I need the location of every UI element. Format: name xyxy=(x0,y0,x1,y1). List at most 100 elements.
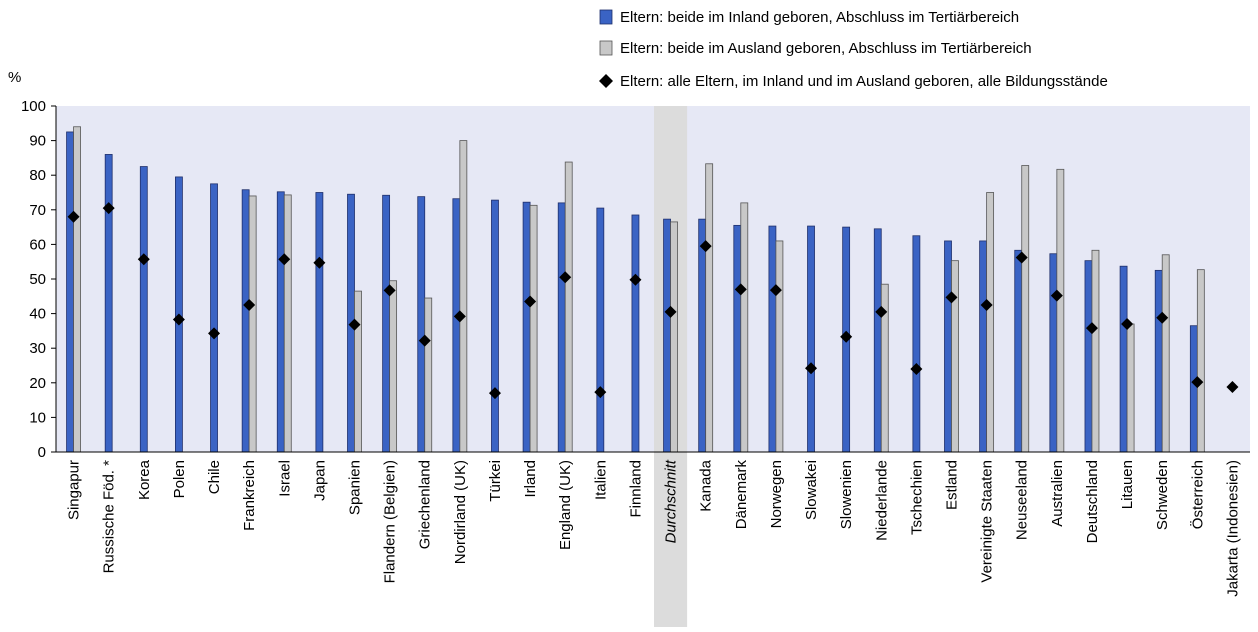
x-tick-label-kanada: Kanada xyxy=(698,459,715,511)
bar-ausland-griechenland xyxy=(424,297,433,453)
marker-norwegen xyxy=(769,284,782,297)
bar-inland-israel xyxy=(276,191,285,453)
bar-ausland-österreich xyxy=(1196,269,1205,453)
bar-inland-türkei xyxy=(491,199,499,453)
marker-vereinigte-staaten xyxy=(980,298,993,311)
bar-ausland-frankreich xyxy=(248,195,257,453)
bar-inland-schweden xyxy=(1154,269,1163,453)
y-tick-label: 40 xyxy=(29,306,46,323)
marker-neuseeland xyxy=(1015,251,1028,264)
marker-deutschland xyxy=(1085,322,1098,335)
legend-item-ausland: Eltern: beide im Ausland geboren, Abschl… xyxy=(599,40,1032,57)
x-tick-label-österreich: Österreich xyxy=(1188,460,1206,529)
bar-inland-nordirland-uk xyxy=(452,198,461,453)
marker-polen xyxy=(172,313,185,326)
bar-inland-neuseeland xyxy=(1014,249,1023,453)
bar-inland-norwegen xyxy=(768,225,777,453)
bar-ausland-schweden xyxy=(1161,254,1170,453)
bar-inland-chile xyxy=(210,183,218,453)
bar-inland-österreich xyxy=(1189,325,1198,453)
x-tick-label-italien: Italien xyxy=(592,460,609,500)
bar-inland-tschechien xyxy=(912,235,921,453)
bar-inland-frankreich xyxy=(241,189,250,453)
marker-russische-föd xyxy=(102,202,115,215)
marker-litauen xyxy=(1121,317,1134,330)
x-tick-label-niederlande: Niederlande xyxy=(873,460,890,541)
x-tick-label-nordirland-uk: Nordirland (UK) xyxy=(452,460,469,564)
y-axis: % 0 10 20 30 40 50 60 70 80 90 100 xyxy=(8,69,57,461)
x-tick-label-chile: Chile xyxy=(206,460,223,494)
x-tick-label-griechenland: Griechenland xyxy=(417,460,434,549)
bar-ausland-flandern-belgien xyxy=(389,280,398,453)
marker-niederlande xyxy=(875,305,888,318)
x-tick-label-türkei: Türkei xyxy=(487,460,504,502)
marker-slowenien xyxy=(840,330,853,343)
bar-ausland-estland xyxy=(951,260,959,453)
bar-ausland-neuseeland xyxy=(1021,165,1030,453)
x-tick-label-australien: Australien xyxy=(1049,460,1066,527)
y-tick-label: 0 xyxy=(38,444,46,461)
x-tick-label-tschechien: Tschechien xyxy=(908,460,925,535)
y-tick-label: 80 xyxy=(29,167,46,184)
marker-durchschnitt xyxy=(664,305,677,318)
legend-item-ausland-swatch xyxy=(599,40,613,56)
marker-israel xyxy=(278,253,291,266)
bar-inland-italien xyxy=(596,207,605,453)
marker-kanada xyxy=(699,240,712,253)
legend-item-alle-swatch xyxy=(599,74,613,88)
bar-inland-finnland xyxy=(631,214,640,453)
marker-dänemark xyxy=(734,283,747,296)
bar-inland-vereinigte-staaten xyxy=(979,240,988,453)
x-tick-label-finnland: Finnland xyxy=(627,460,644,518)
legend-item-alle-label: Eltern: alle Eltern, im Inland und im Au… xyxy=(620,73,1108,90)
bar-ausland-litauen xyxy=(1126,323,1135,453)
legend-item-ausland-label: Eltern: beide im Ausland geboren, Abschl… xyxy=(620,40,1032,57)
bar-inland-griechenland xyxy=(417,196,426,453)
bar-inland-deutschland xyxy=(1084,260,1093,453)
bar-inland-japan xyxy=(315,192,324,453)
marker-korea xyxy=(137,253,150,266)
bar-inland-england-uk xyxy=(557,202,566,453)
legend-item-inland: Eltern: beide im Inland geboren, Abschlu… xyxy=(599,9,1019,26)
y-tick-label: 20 xyxy=(29,375,46,392)
x-tick-label-polen: Polen xyxy=(171,460,188,498)
bar-inland-singapur xyxy=(66,131,74,453)
y-tick-label: 90 xyxy=(29,133,46,150)
marker-spanien xyxy=(348,318,361,331)
y-tick-label: 50 xyxy=(29,271,46,288)
bar-inland-australien xyxy=(1049,253,1058,453)
x-tick-label-slowakei: Slowakei xyxy=(803,460,820,520)
x-tick-label-frankreich: Frankreich xyxy=(241,460,258,531)
plot-area xyxy=(56,106,1250,627)
bar-ausland-israel xyxy=(283,194,292,453)
legend: Eltern: beide im Inland geboren, Abschlu… xyxy=(599,9,1108,90)
marker-japan xyxy=(313,256,326,269)
x-tick-label-slowenien: Slowenien xyxy=(838,460,855,529)
marker-irland xyxy=(524,295,537,308)
x-tick-label-spanien: Spanien xyxy=(347,460,364,515)
marker-estland xyxy=(945,291,958,304)
x-tick-label-singapur: Singapur xyxy=(66,460,83,520)
x-tick-label-russische-föd: Russische Föd. * xyxy=(101,460,118,574)
bar-ausland-singapur xyxy=(73,126,81,453)
marker-griechenland xyxy=(418,334,431,347)
x-tick-label-estland: Estland xyxy=(944,460,961,510)
x-tick-label-irland: Irland xyxy=(522,460,539,498)
bar-ausland-norwegen xyxy=(775,240,784,453)
x-tick-label-neuseeland: Neuseeland xyxy=(1014,460,1031,540)
bar-ausland-australien xyxy=(1056,168,1065,453)
marker-singapur xyxy=(67,210,80,223)
bar-inland-irland xyxy=(522,201,531,453)
x-tick-label-schweden: Schweden xyxy=(1154,460,1171,530)
bar-ausland-durchschnitt xyxy=(670,221,678,453)
x-tick-label-england-uk: England (UK) xyxy=(557,460,574,550)
bar-ausland-dänemark xyxy=(740,202,749,453)
y-tick-label: 100 xyxy=(21,98,46,115)
marker-nordirland-uk xyxy=(453,310,466,323)
bar-inland-durchschnitt xyxy=(663,218,671,453)
bar-inland-russische-föd xyxy=(104,154,113,453)
bar-inland-litauen xyxy=(1119,265,1128,453)
x-tick-label-japan: Japan xyxy=(311,460,328,501)
marker-flandern-belgien xyxy=(383,284,396,297)
